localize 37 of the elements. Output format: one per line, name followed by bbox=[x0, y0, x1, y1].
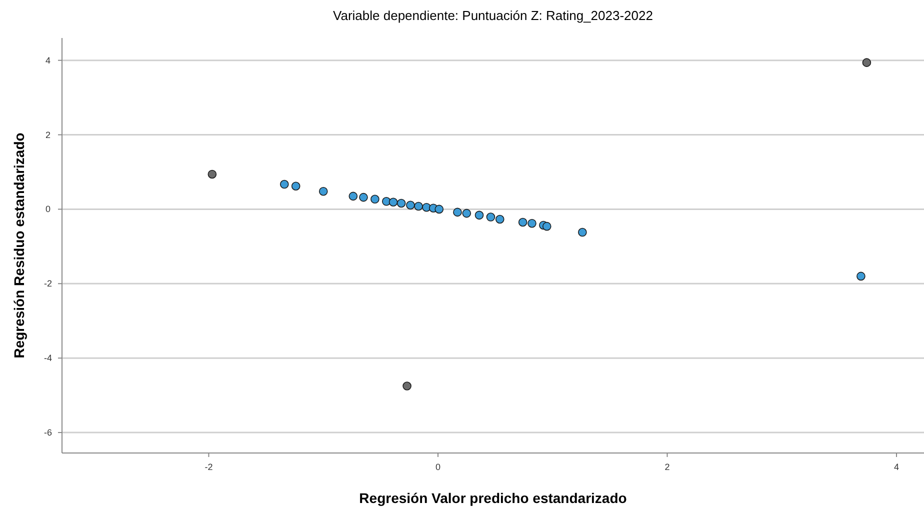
point bbox=[396, 198, 406, 208]
x-axis-title: Regresión Valor predicho estandarizado bbox=[359, 490, 627, 506]
point bbox=[518, 218, 528, 227]
point bbox=[434, 204, 444, 214]
x-tick-label: -2 bbox=[204, 462, 213, 472]
point bbox=[388, 198, 398, 207]
point bbox=[348, 192, 358, 201]
point bbox=[291, 182, 300, 191]
chart-title: Variable dependiente: Puntuación Z: Rating_2023-2022 bbox=[333, 8, 653, 23]
y-tick-label: 4 bbox=[45, 55, 51, 66]
point bbox=[495, 214, 504, 224]
point bbox=[578, 228, 587, 237]
point bbox=[208, 170, 217, 179]
point bbox=[414, 202, 423, 211]
point bbox=[318, 186, 328, 196]
y-tick-label: -2 bbox=[44, 278, 52, 289]
point bbox=[486, 212, 496, 222]
y-tick-label: 0 bbox=[45, 204, 51, 214]
point bbox=[359, 192, 368, 202]
point bbox=[280, 180, 289, 189]
point bbox=[862, 58, 872, 67]
point bbox=[528, 218, 536, 228]
point bbox=[402, 382, 412, 390]
point bbox=[406, 200, 415, 210]
point bbox=[370, 194, 380, 204]
y-tick-label: 2 bbox=[45, 130, 51, 140]
point bbox=[856, 272, 866, 281]
point bbox=[542, 222, 552, 231]
point bbox=[453, 208, 462, 217]
x-tick-label: 2 bbox=[664, 462, 670, 472]
point bbox=[474, 210, 484, 220]
point bbox=[462, 208, 472, 218]
y-tick-label: -4 bbox=[44, 353, 52, 364]
x-tick-label: 4 bbox=[894, 462, 899, 472]
x-tick-label: 0 bbox=[435, 462, 440, 472]
y-axis-title: Regresión Residuo estandarizado bbox=[11, 132, 27, 358]
y-tick-label: -6 bbox=[44, 428, 52, 438]
